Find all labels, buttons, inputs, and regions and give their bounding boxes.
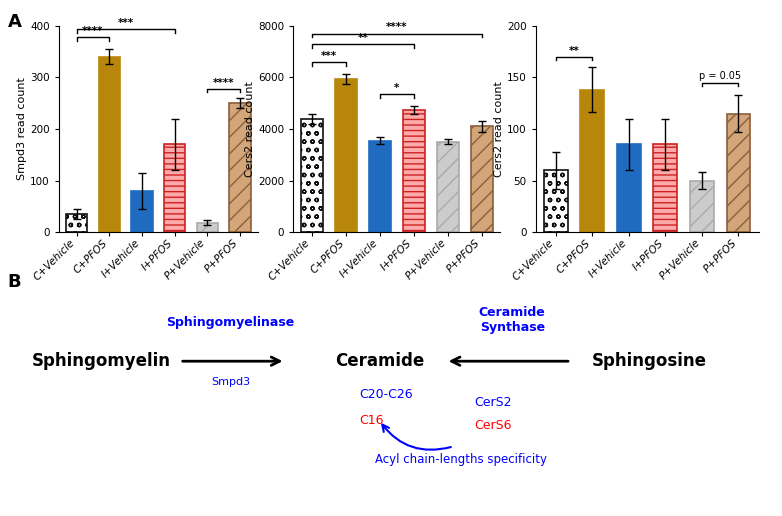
Text: **: **: [569, 45, 579, 56]
Y-axis label: Cers2 read count: Cers2 read count: [494, 81, 504, 177]
Text: ***: ***: [117, 18, 134, 28]
Text: Sphingomyelin: Sphingomyelin: [32, 352, 171, 370]
Bar: [301, 119, 323, 232]
Bar: [437, 142, 459, 232]
Bar: [580, 90, 604, 232]
Text: **: **: [357, 33, 368, 43]
Bar: [369, 140, 391, 232]
Text: B: B: [8, 273, 21, 292]
Bar: [617, 144, 640, 232]
Text: C20-C26: C20-C26: [360, 388, 414, 401]
Text: Acyl chain-lengths specificity: Acyl chain-lengths specificity: [375, 453, 547, 466]
Bar: [544, 170, 568, 232]
FancyArrowPatch shape: [382, 425, 451, 450]
Text: Ceramide: Ceramide: [335, 352, 424, 370]
Text: ****: ****: [82, 26, 104, 36]
Text: CerS6: CerS6: [474, 419, 511, 432]
Bar: [164, 144, 185, 232]
Bar: [66, 214, 88, 232]
Bar: [197, 223, 218, 232]
Text: *: *: [394, 83, 400, 93]
Y-axis label: Cers2 read count: Cers2 read count: [246, 81, 255, 177]
Bar: [726, 114, 750, 232]
Bar: [335, 78, 357, 232]
Bar: [690, 181, 714, 232]
Bar: [229, 103, 251, 232]
Text: C16: C16: [360, 414, 384, 427]
Text: Ceramide
Synthase: Ceramide Synthase: [479, 306, 546, 334]
Text: ****: ****: [213, 77, 235, 88]
Bar: [654, 144, 677, 232]
Text: CerS2: CerS2: [474, 396, 511, 409]
Bar: [131, 191, 152, 232]
Text: p = 0.05: p = 0.05: [699, 71, 741, 82]
Text: Sphingomyelinase: Sphingomyelinase: [167, 316, 295, 329]
Bar: [99, 57, 120, 232]
Text: Sphingosine: Sphingosine: [591, 352, 707, 370]
Text: ***: ***: [321, 51, 337, 61]
Text: A: A: [8, 13, 22, 31]
Bar: [471, 126, 493, 232]
Y-axis label: Smpd3 read count: Smpd3 read count: [17, 77, 27, 181]
Bar: [403, 110, 425, 232]
Text: Smpd3: Smpd3: [211, 377, 250, 387]
Text: ****: ****: [386, 22, 407, 33]
